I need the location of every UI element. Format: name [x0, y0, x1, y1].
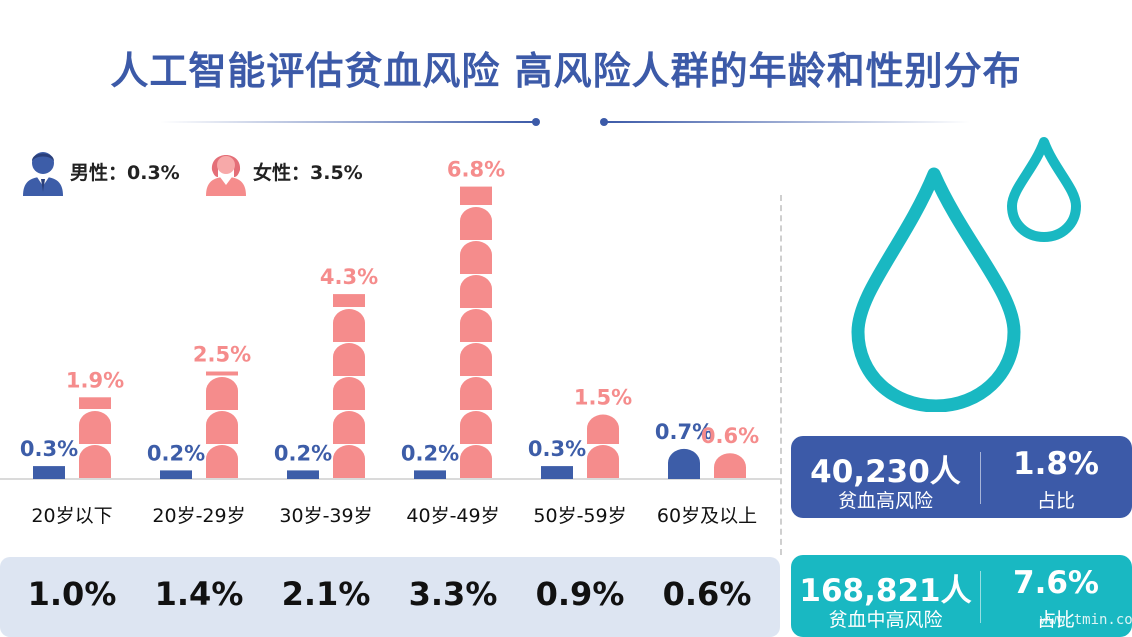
male-bar: [668, 448, 700, 479]
female-bar-segment: [333, 411, 365, 444]
category-label: 50岁-59岁: [533, 505, 626, 527]
female-bar-segment: [460, 275, 492, 308]
total-summary-bar: [0, 557, 780, 637]
female-bar-segment: [460, 411, 492, 444]
legend-male-label: 男性：0.3%: [70, 161, 180, 184]
female-value-label: 4.3%: [320, 265, 378, 289]
female-bar-segment: [460, 377, 492, 410]
female-bar-segment: [79, 445, 111, 478]
section-divider: [780, 195, 782, 555]
male-user-icon: [23, 152, 63, 196]
female-bar-segment: [206, 411, 238, 444]
female-value-label: 6.8%: [447, 158, 505, 182]
stat-card-high-risk: 40,230人 贫血高风险 1.8% 占比: [791, 436, 1132, 518]
category-label: 20岁-29岁: [152, 505, 245, 527]
high-risk-ratio: 1.8%: [1013, 446, 1099, 482]
high-risk-count-label: 贫血高风险: [837, 490, 933, 512]
stat-separator: [980, 452, 981, 504]
female-bar-segment: [206, 371, 238, 376]
female-bar-segment: [587, 445, 619, 478]
page-title: 人工智能评估贫血风险 高风险人群的年龄和性别分布: [110, 49, 1022, 93]
category-label: 30岁-39岁: [279, 505, 372, 527]
mid-high-risk-ratio: 7.6%: [1013, 565, 1099, 601]
female-bar-segment: [714, 453, 746, 478]
legend-female-label: 女性：3.5%: [253, 161, 363, 184]
female-bar-segment: [206, 377, 238, 410]
female-bar-segment: [333, 445, 365, 478]
high-risk-ratio-label: 占比: [1036, 490, 1075, 512]
female-bar-segment: [79, 397, 111, 409]
stat-card-mid-high-risk: 168,821人 贫血中高风险 7.6% 占比: [791, 555, 1132, 637]
category-label: 60岁及以上: [657, 505, 757, 527]
female-value-label: 0.6%: [701, 424, 759, 448]
total-value: 1.4%: [154, 575, 244, 613]
total-value: 3.3%: [408, 575, 498, 613]
total-value: 1.0%: [27, 575, 117, 613]
mid-high-risk-ratio-label: 占比: [1036, 609, 1075, 631]
female-bar-segment: [460, 309, 492, 342]
male-value-label: 0.3%: [20, 437, 78, 461]
high-risk-count: 40,230人: [810, 454, 961, 490]
total-value: 0.9%: [535, 575, 625, 613]
male-value-label: 0.3%: [528, 437, 586, 461]
female-bar-segment: [460, 445, 492, 478]
category-label: 20岁以下: [31, 505, 112, 527]
legend-female: 女性：3.5%: [203, 146, 363, 196]
drop-large-icon: [851, 167, 1021, 412]
title-divider-left: [160, 121, 536, 123]
female-bar-segment: [206, 445, 238, 478]
female-value-label: 1.9%: [66, 368, 124, 392]
male-value-label: 0.2%: [147, 441, 205, 465]
female-user-icon: [206, 155, 246, 196]
female-value-label: 2.5%: [193, 343, 251, 367]
bar-chart: 0.3% 1.9% 20岁以下 0.2% 2.5% 20岁-29岁 0.2% 4.3% 30岁-…: [0, 158, 780, 527]
stat-separator: [980, 571, 981, 623]
title-divider-dot-left: [532, 118, 540, 126]
female-bar-segment: [460, 343, 492, 376]
female-bar-segment: [333, 294, 365, 307]
female-bar-segment: [333, 377, 365, 410]
drop-small-icon: [1007, 137, 1081, 242]
total-value: 0.6%: [662, 575, 752, 613]
category-label: 40岁-49岁: [406, 505, 499, 527]
female-bar-segment: [460, 241, 492, 274]
male-bar: [160, 470, 192, 479]
female-bar-segment: [460, 207, 492, 240]
mid-high-risk-count: 168,821人: [799, 573, 972, 609]
male-bar: [33, 466, 65, 479]
male-bar: [541, 466, 573, 479]
female-value-label: 1.5%: [574, 386, 632, 410]
female-bar-segment: [79, 411, 111, 444]
mid-high-risk-count-label: 贫血中高风险: [828, 609, 943, 631]
female-bar-segment: [460, 186, 492, 205]
female-bar-segment: [333, 343, 365, 376]
male-value-label: 0.7%: [655, 420, 713, 444]
male-bar: [287, 470, 319, 479]
total-value: 2.1%: [281, 575, 371, 613]
watermark: www.tmin.com: [1040, 612, 1132, 628]
female-bar-segment: [333, 309, 365, 342]
title-divider-right: [604, 121, 970, 123]
female-bar-segment: [587, 414, 619, 444]
legend-male: 男性：0.3%: [20, 146, 180, 196]
male-value-label: 0.2%: [401, 441, 459, 465]
male-value-label: 0.2%: [274, 441, 332, 465]
male-bar: [414, 470, 446, 479]
